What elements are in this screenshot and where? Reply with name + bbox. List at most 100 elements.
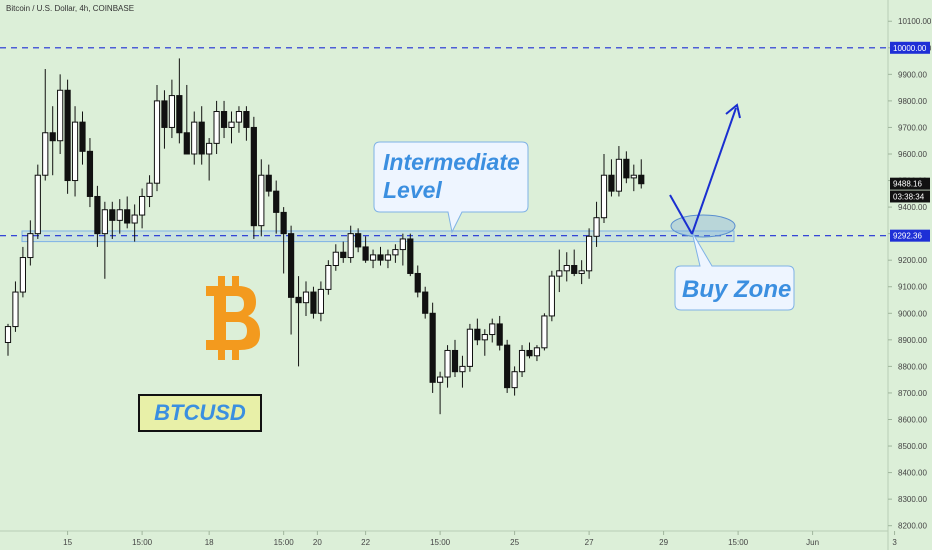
y-tick-label: 9200.00 <box>898 256 927 265</box>
candle-body <box>511 371 518 389</box>
candle-body <box>12 291 19 328</box>
candle-body <box>638 174 645 185</box>
candle-body <box>302 291 310 304</box>
candle-body <box>168 95 176 128</box>
candle-body <box>623 158 630 179</box>
intermediate-label-line1: Intermediate <box>383 149 520 175</box>
y-tick-label: 8400.00 <box>898 469 927 478</box>
candle-body <box>228 121 235 128</box>
arrow-head-icon <box>725 103 741 119</box>
price-tag-10000: 10000.00 <box>893 44 927 53</box>
candle-body <box>27 233 34 259</box>
candle-body <box>429 312 436 383</box>
candle-body <box>161 100 168 128</box>
x-tick-label: 15:00 <box>728 538 749 547</box>
candle-body <box>57 89 64 142</box>
candle-body <box>451 349 459 373</box>
candle-body <box>273 190 280 213</box>
candle-body <box>4 326 12 343</box>
candle-body <box>496 323 503 346</box>
price-tag-current: 9488.16 <box>893 180 922 189</box>
time-axis[interactable]: 15 15:00 18 15:00 20 22 15:00 25 27 29 15:00 Jun 3 <box>63 531 897 547</box>
buy-zone-callout: Buy Zone <box>674 231 795 311</box>
x-tick-label: 27 <box>585 538 594 547</box>
candle-body <box>362 246 369 261</box>
intermediate-callout: Intermediate Level <box>373 141 529 234</box>
candle-body <box>444 349 451 378</box>
candle-body <box>146 182 153 197</box>
candle-body <box>317 288 324 314</box>
candle-body <box>101 209 108 235</box>
projection-arrows <box>669 103 741 235</box>
price-tag-10000-bg <box>890 41 930 54</box>
candle-body <box>414 272 421 293</box>
y-tick-label: 8800.00 <box>898 362 927 371</box>
candle-body <box>615 158 622 192</box>
candle-body <box>64 89 71 182</box>
y-tick-label: 9800.00 <box>898 97 927 106</box>
candle-body <box>355 233 362 248</box>
candle-body <box>153 100 161 184</box>
x-tick-label: 15 <box>63 538 72 547</box>
level-lines <box>0 47 888 237</box>
y-tick-label: 9600.00 <box>898 150 927 159</box>
candle-body <box>116 209 123 221</box>
price-tag-9292: 9292.36 <box>893 232 922 241</box>
candle-body <box>556 270 563 277</box>
candle-body <box>422 291 429 314</box>
candle-body <box>220 111 228 128</box>
candle-body <box>198 121 205 155</box>
x-tick-label: 15:00 <box>132 538 153 547</box>
candle-body <box>608 174 615 192</box>
symbol-label: BTCUSD <box>154 400 246 425</box>
candle-body <box>459 365 466 373</box>
candle-body <box>206 142 213 155</box>
price-tag-9292-bg <box>890 229 930 242</box>
candle-body <box>295 296 302 304</box>
candle-body <box>139 195 146 216</box>
candle-body <box>124 209 131 224</box>
candle-body <box>563 265 570 272</box>
candle-body <box>258 174 265 227</box>
candle-body <box>586 235 593 272</box>
candle-body <box>377 254 384 261</box>
chart-title: Bitcoin / U.S. Dollar, 4h, COINBASE <box>6 4 135 13</box>
x-tick-label: 18 <box>205 538 214 547</box>
down-arrow-segment <box>669 194 693 235</box>
candle-body <box>481 334 488 341</box>
buy-zone-ellipse <box>670 214 736 238</box>
candle-body <box>288 233 295 298</box>
candle-body <box>533 347 541 357</box>
candle-body <box>280 211 287 235</box>
intermediate-label-line2: Level <box>383 177 442 203</box>
candle-body <box>437 376 444 383</box>
candle-body <box>86 150 94 197</box>
candle-body <box>131 214 138 224</box>
y-tick-label: 10100.00 <box>898 17 932 26</box>
candle-body <box>213 111 220 144</box>
candle-body <box>109 209 116 221</box>
candle-body <box>34 174 41 235</box>
y-tick-label: 9700.00 <box>898 123 927 132</box>
price-axis[interactable]: 8200.00 8300.00 8400.00 8500.00 8600.00 8700.… <box>888 17 932 531</box>
candle-body <box>340 251 347 259</box>
candle-body <box>49 132 56 142</box>
candle-body <box>310 291 317 314</box>
candle-body <box>474 328 481 341</box>
buy-zone-label: Buy Zone <box>682 276 791 303</box>
y-tick-label: 8900.00 <box>898 336 927 345</box>
y-tick-label: 9100.00 <box>898 283 927 292</box>
candle-body <box>593 217 600 237</box>
candle-body <box>526 349 533 357</box>
candle-body <box>630 174 637 179</box>
candle-body <box>578 270 585 274</box>
candle-body <box>600 174 608 219</box>
y-tick-label: 8300.00 <box>898 495 927 504</box>
candle-body <box>392 249 399 256</box>
candle-body <box>407 238 414 274</box>
candle-body <box>19 257 26 293</box>
y-tick-label: 8200.00 <box>898 522 927 531</box>
candle-body <box>176 95 183 134</box>
